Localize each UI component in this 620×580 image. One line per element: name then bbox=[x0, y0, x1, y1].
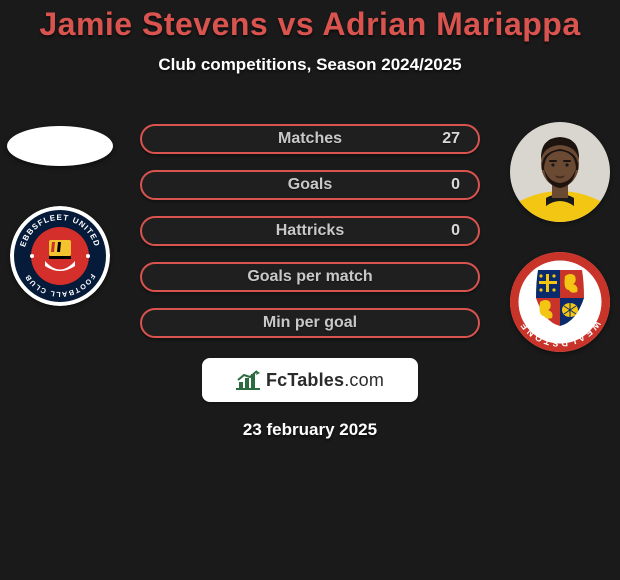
club-crest-left: EBBSFLEET UNITED FOOTBALL CLUB bbox=[10, 206, 110, 306]
stat-pill-matches: Matches 27 bbox=[140, 124, 480, 154]
stat-label: Hattricks bbox=[276, 222, 344, 240]
content-grid: EBBSFLEET UNITED FOOTBALL CLUB bbox=[0, 110, 620, 440]
stat-pill-hattricks: Hattricks 0 bbox=[140, 216, 480, 246]
stat-pill-goals: Goals 0 bbox=[140, 170, 480, 200]
stat-value: 27 bbox=[442, 130, 460, 148]
club-crest-right: WEALDSTONE bbox=[510, 252, 610, 352]
ebbsfleet-crest-svg: EBBSFLEET UNITED FOOTBALL CLUB bbox=[10, 206, 110, 306]
subtitle: Club competitions, Season 2024/2025 bbox=[0, 55, 620, 75]
left-column: EBBSFLEET UNITED FOOTBALL CLUB bbox=[0, 110, 120, 440]
page-title: Jamie Stevens vs Adrian Mariappa bbox=[0, 6, 620, 43]
stat-value: 0 bbox=[451, 176, 460, 194]
wealdstone-crest-svg: WEALDSTONE bbox=[510, 252, 610, 352]
right-column: WEALDSTONE bbox=[500, 110, 620, 440]
player-avatar-right bbox=[510, 122, 610, 222]
stat-label: Min per goal bbox=[263, 314, 357, 332]
brand-bold: FcTables bbox=[266, 370, 344, 390]
stat-pill-gpm: Goals per match bbox=[140, 262, 480, 292]
stat-label: Goals per match bbox=[247, 268, 372, 286]
bar-chart-icon bbox=[236, 369, 262, 391]
brand-domain: .com bbox=[344, 370, 384, 390]
player-avatar-left bbox=[7, 126, 113, 166]
stat-label: Matches bbox=[278, 130, 342, 148]
comparison-card: Jamie Stevens vs Adrian Mariappa Club co… bbox=[0, 0, 620, 580]
stat-value: 0 bbox=[451, 222, 460, 240]
date-label: 23 february 2025 bbox=[243, 420, 377, 440]
stat-label: Goals bbox=[288, 176, 332, 194]
stat-pill-mpg: Min per goal bbox=[140, 308, 480, 338]
brand-text: FcTables.com bbox=[266, 370, 384, 391]
stats-column: Matches 27 Goals 0 Hattricks 0 Goals per… bbox=[120, 110, 500, 440]
player-svg bbox=[510, 122, 610, 222]
branding-box: FcTables.com bbox=[202, 358, 418, 402]
